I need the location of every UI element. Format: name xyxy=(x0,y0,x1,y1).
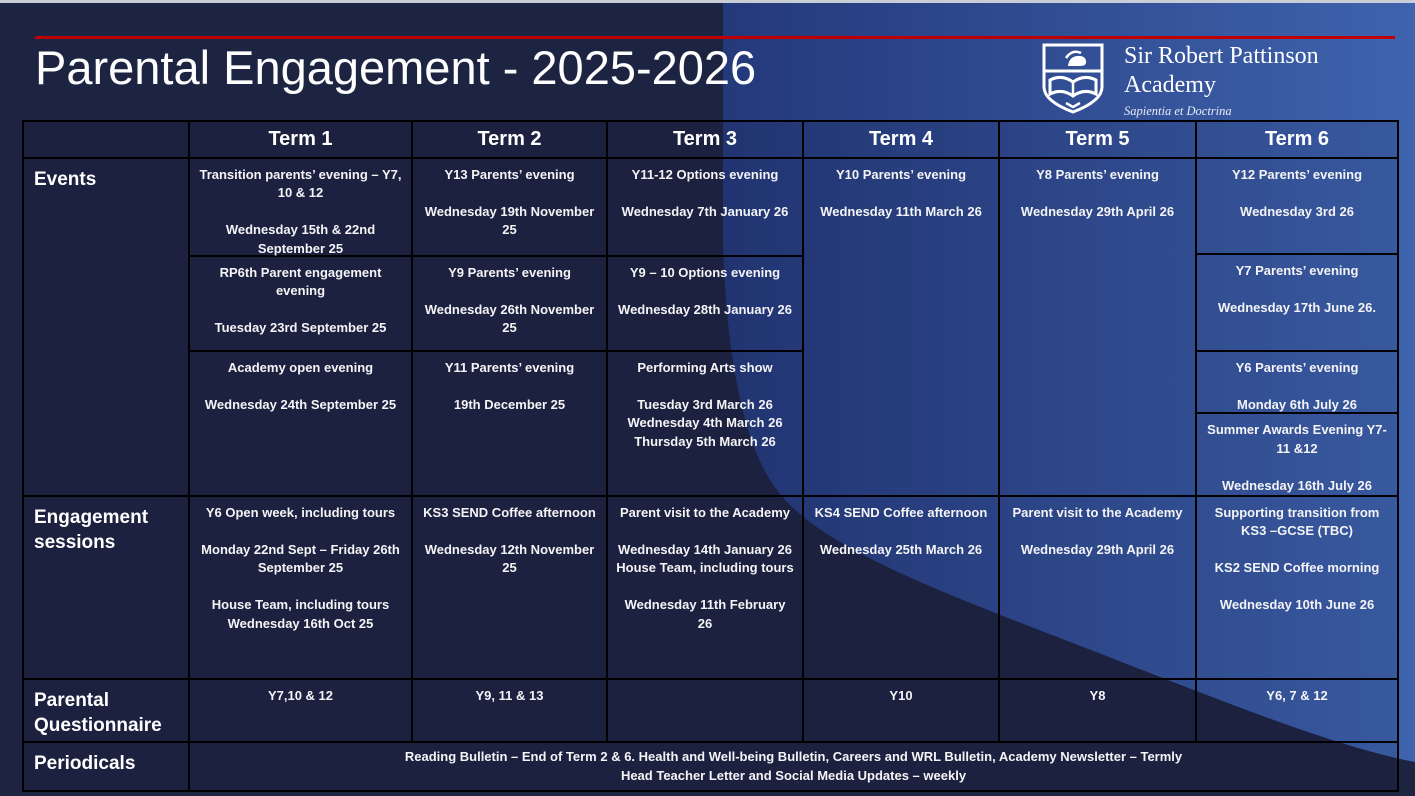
engagement-term-3: Parent visit to the Academy Wednesday 14… xyxy=(608,497,804,680)
term-2-header: Term 2 xyxy=(413,122,608,159)
event-cell: Performing Arts show Tuesday 3rd March 2… xyxy=(627,360,783,449)
event-cell: Y9 Parents’ evening Wednesday 26th Novem… xyxy=(413,257,606,352)
term-4-header: Term 4 xyxy=(804,122,1000,159)
event-cell: Y6 Parents’ evening Monday 6th July 26 xyxy=(1197,352,1397,415)
term-1-header: Term 1 xyxy=(190,122,413,159)
questionnaire-term-5: Y8 xyxy=(1000,680,1197,743)
event-cell: Summer Awards Evening Y7-11 &12 Wednesda… xyxy=(1207,422,1387,493)
questionnaire-term-1: Y7,10 & 12 xyxy=(190,680,413,743)
event-cell: RP6th Parent engagement evening Tuesday … xyxy=(190,257,411,352)
questionnaire-row: Parental Questionnaire Y7,10 & 12 Y9, 11… xyxy=(24,680,1399,743)
questionnaire-term-6: Y6, 7 & 12 xyxy=(1197,680,1399,743)
periodicals-content: Reading Bulletin – End of Term 2 & 6. He… xyxy=(190,743,1399,792)
page-title: Parental Engagement - 2025-2026 xyxy=(35,41,757,94)
questionnaire-term-3 xyxy=(608,680,804,743)
questionnaire-term-4: Y10 xyxy=(804,680,1000,743)
event-cell: Y11-12 Options evening Wednesday 7th Jan… xyxy=(608,159,802,257)
engagement-term-6: Supporting transition from KS3 –GCSE (TB… xyxy=(1197,497,1399,680)
engagement-term-5: Parent visit to the Academy Wednesday 29… xyxy=(1000,497,1197,680)
events-row: Events Transition parents’ evening – Y7,… xyxy=(24,159,1399,497)
term-3-header: Term 3 xyxy=(608,122,804,159)
schedule-table: Term 1 Term 2 Term 3 Term 4 Term 5 Term … xyxy=(22,120,1399,792)
open-book-icon xyxy=(1048,75,1098,98)
shield-icon xyxy=(1042,43,1104,114)
event-cell: Y12 Parents’ evening Wednesday 3rd 26 xyxy=(1197,159,1397,255)
accent-line xyxy=(35,36,1395,39)
window-top-edge xyxy=(0,0,1415,3)
event-cell: Y9 – 10 Options evening Wednesday 28th J… xyxy=(608,257,802,352)
table-header-row: Term 1 Term 2 Term 3 Term 4 Term 5 Term … xyxy=(24,122,1399,159)
events-term-4: Y10 Parents’ evening Wednesday 11th Marc… xyxy=(804,159,1000,497)
periodicals-row: Periodicals Reading Bulletin – End of Te… xyxy=(24,743,1399,792)
row-label-periodicals: Periodicals xyxy=(24,743,190,792)
engagement-term-1: Y6 Open week, including tours Monday 22n… xyxy=(190,497,413,680)
events-term-3: Y11-12 Options evening Wednesday 7th Jan… xyxy=(608,159,804,497)
events-term-2: Y13 Parents’ evening Wednesday 19th Nove… xyxy=(413,159,608,497)
event-cell: Academy open evening Wednesday 24th Sept… xyxy=(204,360,397,412)
term-5-header: Term 5 xyxy=(1000,122,1197,159)
logo-motto: Sapientia et Doctrina xyxy=(1124,104,1232,118)
academy-logo: Sir Robert Pattinson Academy Sapientia e… xyxy=(1035,42,1319,119)
logo-name-line1: Sir Robert Pattinson xyxy=(1124,43,1319,69)
events-term-6: Y12 Parents’ evening Wednesday 3rd 26 Y7… xyxy=(1197,159,1399,497)
event-cell: Y11 Parents’ evening 19th December 25 xyxy=(444,360,575,412)
engagement-row: Engagement sessions Y6 Open week, includ… xyxy=(24,497,1399,680)
row-label-events: Events xyxy=(24,159,190,497)
event-cell: Y7 Parents’ evening Wednesday 17th June … xyxy=(1197,255,1397,353)
corner-cell xyxy=(24,122,190,159)
logo-name-line2: Academy xyxy=(1124,72,1216,98)
row-label-engagement: Engagement sessions xyxy=(24,497,190,680)
questionnaire-term-2: Y9, 11 & 13 xyxy=(413,680,608,743)
engagement-term-4: KS4 SEND Coffee afternoon Wednesday 25th… xyxy=(804,497,1000,680)
events-term-5: Y8 Parents’ evening Wednesday 29th April… xyxy=(1000,159,1197,497)
row-label-questionnaire: Parental Questionnaire xyxy=(24,680,190,743)
events-term-1: Transition parents’ evening – Y7, 10 & 1… xyxy=(190,159,413,497)
event-cell: Y13 Parents’ evening Wednesday 19th Nove… xyxy=(413,159,606,257)
engagement-term-2: KS3 SEND Coffee afternoon Wednesday 12th… xyxy=(413,497,608,680)
squirrel-crest-icon xyxy=(1068,55,1087,66)
term-6-header: Term 6 xyxy=(1197,122,1399,159)
event-cell: Transition parents’ evening – Y7, 10 & 1… xyxy=(190,159,411,257)
